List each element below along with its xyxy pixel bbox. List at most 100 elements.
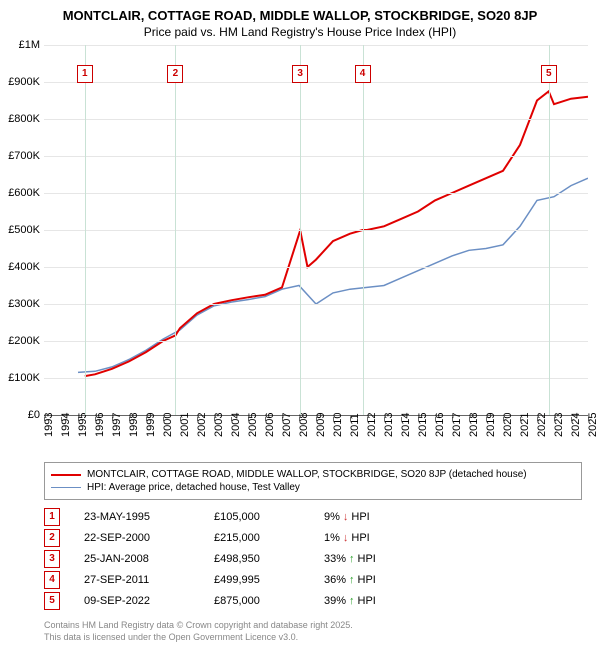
series-line xyxy=(78,178,588,372)
transaction-table: 123-MAY-1995£105,0009%↓HPI222-SEP-2000£2… xyxy=(44,508,582,610)
legend-row: HPI: Average price, detached house, Test… xyxy=(51,482,575,493)
xtick-label: 1999 xyxy=(145,413,157,437)
ytick-label: £0 xyxy=(28,409,40,421)
transaction-badge: 2 xyxy=(44,529,60,547)
xtick-label: 2015 xyxy=(417,413,429,437)
transaction-price: £215,000 xyxy=(214,532,324,544)
xtick-label: 2018 xyxy=(468,413,480,437)
table-row: 2 22-SEP-2000£215,0001%↓HPI xyxy=(44,529,582,547)
marker-badge: 4 xyxy=(355,65,371,83)
marker-vline xyxy=(175,45,176,415)
transaction-badge: 3 xyxy=(44,550,60,568)
transaction-badge: 4 xyxy=(44,571,60,589)
transaction-pct: 1%↓HPI xyxy=(324,532,370,544)
xtick-label: 2019 xyxy=(485,413,497,437)
transaction-date: 27-SEP-2011 xyxy=(84,574,214,586)
transaction-date: 23-MAY-1995 xyxy=(84,511,214,523)
arrow-up-icon: ↑ xyxy=(349,574,355,586)
marker-badge: 3 xyxy=(292,65,308,83)
marker-vline xyxy=(85,45,86,415)
xtick-label: 2007 xyxy=(281,413,293,437)
transaction-badge: 5 xyxy=(44,592,60,610)
marker-badge: 2 xyxy=(167,65,183,83)
ytick-label: £400K xyxy=(8,261,40,273)
xtick-label: 1996 xyxy=(94,413,106,437)
footer-line1: Contains HM Land Registry data © Crown c… xyxy=(44,620,582,632)
xtick-label: 2011 xyxy=(349,413,361,437)
xtick-label: 2025 xyxy=(587,413,599,437)
arrow-up-icon: ↑ xyxy=(349,553,355,565)
transaction-date: 25-JAN-2008 xyxy=(84,553,214,565)
xtick-label: 2008 xyxy=(298,413,310,437)
transaction-price: £499,995 xyxy=(214,574,324,586)
legend: MONTCLAIR, COTTAGE ROAD, MIDDLE WALLOP, … xyxy=(44,462,582,500)
xtick-label: 1994 xyxy=(60,413,72,437)
chart-plot-area: £0£100K£200K£300K£400K£500K£600K£700K£80… xyxy=(44,45,588,416)
gridline xyxy=(44,82,588,83)
xtick-label: 1998 xyxy=(128,413,140,437)
footer-attribution: Contains HM Land Registry data © Crown c… xyxy=(0,616,600,653)
transaction-pct: 36%↑HPI xyxy=(324,574,376,586)
chart-title: MONTCLAIR, COTTAGE ROAD, MIDDLE WALLOP, … xyxy=(0,0,600,25)
transaction-pct: 33%↑HPI xyxy=(324,553,376,565)
ytick-label: £900K xyxy=(8,76,40,88)
xtick-label: 2006 xyxy=(264,413,276,437)
transaction-pct: 9%↓HPI xyxy=(324,511,370,523)
gridline xyxy=(44,119,588,120)
legend-swatch xyxy=(51,474,81,476)
xtick-label: 2002 xyxy=(196,413,208,437)
marker-badge: 5 xyxy=(541,65,557,83)
table-row: 3 25-JAN-2008£498,95033%↑HPI xyxy=(44,550,582,568)
legend-swatch xyxy=(51,487,81,488)
xtick-label: 2005 xyxy=(247,413,259,437)
chart-subtitle: Price paid vs. HM Land Registry's House … xyxy=(0,25,600,45)
gridline xyxy=(44,378,588,379)
xtick-label: 2020 xyxy=(502,413,514,437)
footer-line2: This data is licensed under the Open Gov… xyxy=(44,632,582,644)
marker-vline xyxy=(300,45,301,415)
ytick-label: £500K xyxy=(8,224,40,236)
arrow-down-icon: ↓ xyxy=(343,532,349,544)
transaction-pct: 39%↑HPI xyxy=(324,595,376,607)
ytick-label: £300K xyxy=(8,298,40,310)
legend-label: MONTCLAIR, COTTAGE ROAD, MIDDLE WALLOP, … xyxy=(87,469,527,480)
xtick-label: 2010 xyxy=(332,413,344,437)
gridline xyxy=(44,341,588,342)
xtick-label: 2024 xyxy=(570,413,582,437)
xtick-label: 2021 xyxy=(519,413,531,437)
xtick-label: 2009 xyxy=(315,413,327,437)
xtick-label: 2003 xyxy=(213,413,225,437)
table-row: 123-MAY-1995£105,0009%↓HPI xyxy=(44,508,582,526)
gridline xyxy=(44,193,588,194)
marker-badge: 1 xyxy=(77,65,93,83)
xtick-label: 2017 xyxy=(451,413,463,437)
transaction-price: £875,000 xyxy=(214,595,324,607)
marker-vline xyxy=(549,45,550,415)
xtick-label: 2012 xyxy=(366,413,378,437)
ytick-label: £700K xyxy=(8,150,40,162)
legend-label: HPI: Average price, detached house, Test… xyxy=(87,482,300,493)
xtick-label: 1995 xyxy=(77,413,89,437)
gridline xyxy=(44,230,588,231)
transaction-date: 22-SEP-2000 xyxy=(84,532,214,544)
xtick-label: 2023 xyxy=(553,413,565,437)
ytick-label: £100K xyxy=(8,372,40,384)
arrow-down-icon: ↓ xyxy=(343,511,349,523)
gridline xyxy=(44,45,588,46)
xtick-label: 1993 xyxy=(43,413,55,437)
table-row: 5 09-SEP-2022£875,00039%↑HPI xyxy=(44,592,582,610)
transaction-date: 09-SEP-2022 xyxy=(84,595,214,607)
xtick-label: 2016 xyxy=(434,413,446,437)
xtick-label: 2000 xyxy=(162,413,174,437)
gridline xyxy=(44,267,588,268)
xtick-label: 2001 xyxy=(179,413,191,437)
transaction-badge: 1 xyxy=(44,508,60,526)
xtick-label: 2022 xyxy=(536,413,548,437)
xtick-label: 2013 xyxy=(383,413,395,437)
ytick-label: £200K xyxy=(8,335,40,347)
xtick-label: 2014 xyxy=(400,413,412,437)
arrow-up-icon: ↑ xyxy=(349,595,355,607)
transaction-price: £498,950 xyxy=(214,553,324,565)
table-row: 4 27-SEP-2011£499,99536%↑HPI xyxy=(44,571,582,589)
xtick-label: 2004 xyxy=(230,413,242,437)
